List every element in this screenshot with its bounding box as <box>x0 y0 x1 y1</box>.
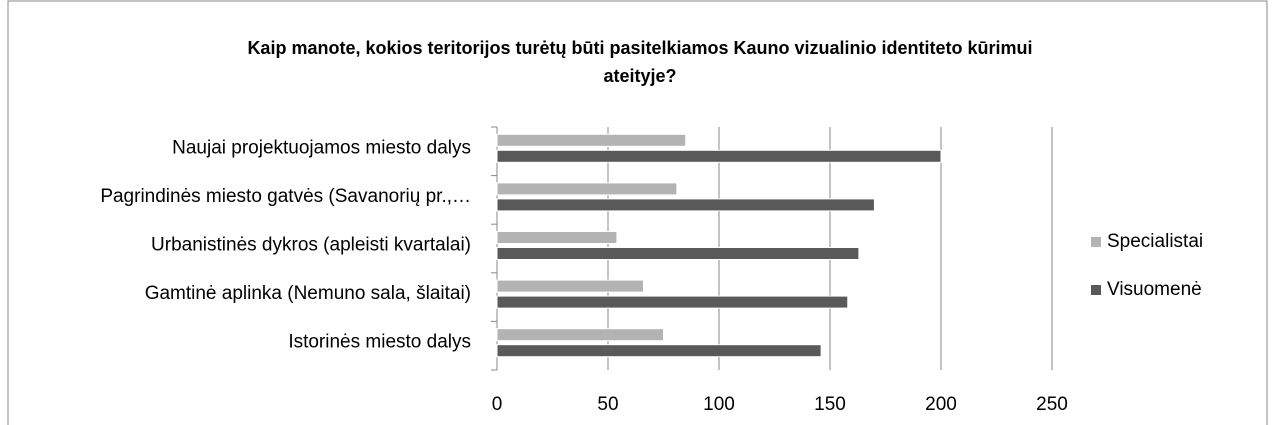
bar <box>496 328 664 342</box>
legend-label: Visuomenė <box>1107 279 1202 300</box>
legend-label: Specialistai <box>1107 231 1203 252</box>
legend-swatch <box>1091 285 1101 295</box>
y-tick-label: Naujai projektuojamos miesto dalys <box>172 137 471 158</box>
bar <box>496 182 678 196</box>
chart-frame <box>7 0 1268 425</box>
chart-title: Kaip manote, kokios teritorijos turėtų b… <box>247 38 1033 86</box>
bar <box>496 231 618 244</box>
x-tick-label: 0 <box>492 394 503 415</box>
bar <box>496 344 822 358</box>
bar <box>496 149 942 163</box>
bar <box>496 295 849 309</box>
bar <box>496 247 860 260</box>
x-tick-label: 250 <box>1036 394 1068 415</box>
bar <box>496 198 875 212</box>
y-tick-label: Gamtinė aplinka (Nemuno sala, šlaitai) <box>145 283 471 304</box>
x-tick-label: 200 <box>925 394 957 415</box>
y-tick-label: Istorinės miesto dalys <box>288 332 471 353</box>
y-tick-label: Urbanistinės dykros (apleisti kvartalai) <box>151 235 471 256</box>
y-tick-label: Pagrindinės miesto gatvės (Savanorių pr.… <box>100 186 471 207</box>
bar <box>496 133 687 147</box>
x-tick-label: 50 <box>597 394 618 415</box>
x-tick-label: 100 <box>703 394 735 415</box>
bar <box>496 279 645 293</box>
x-tick-label: 150 <box>814 394 846 415</box>
legend-swatch <box>1091 237 1101 247</box>
